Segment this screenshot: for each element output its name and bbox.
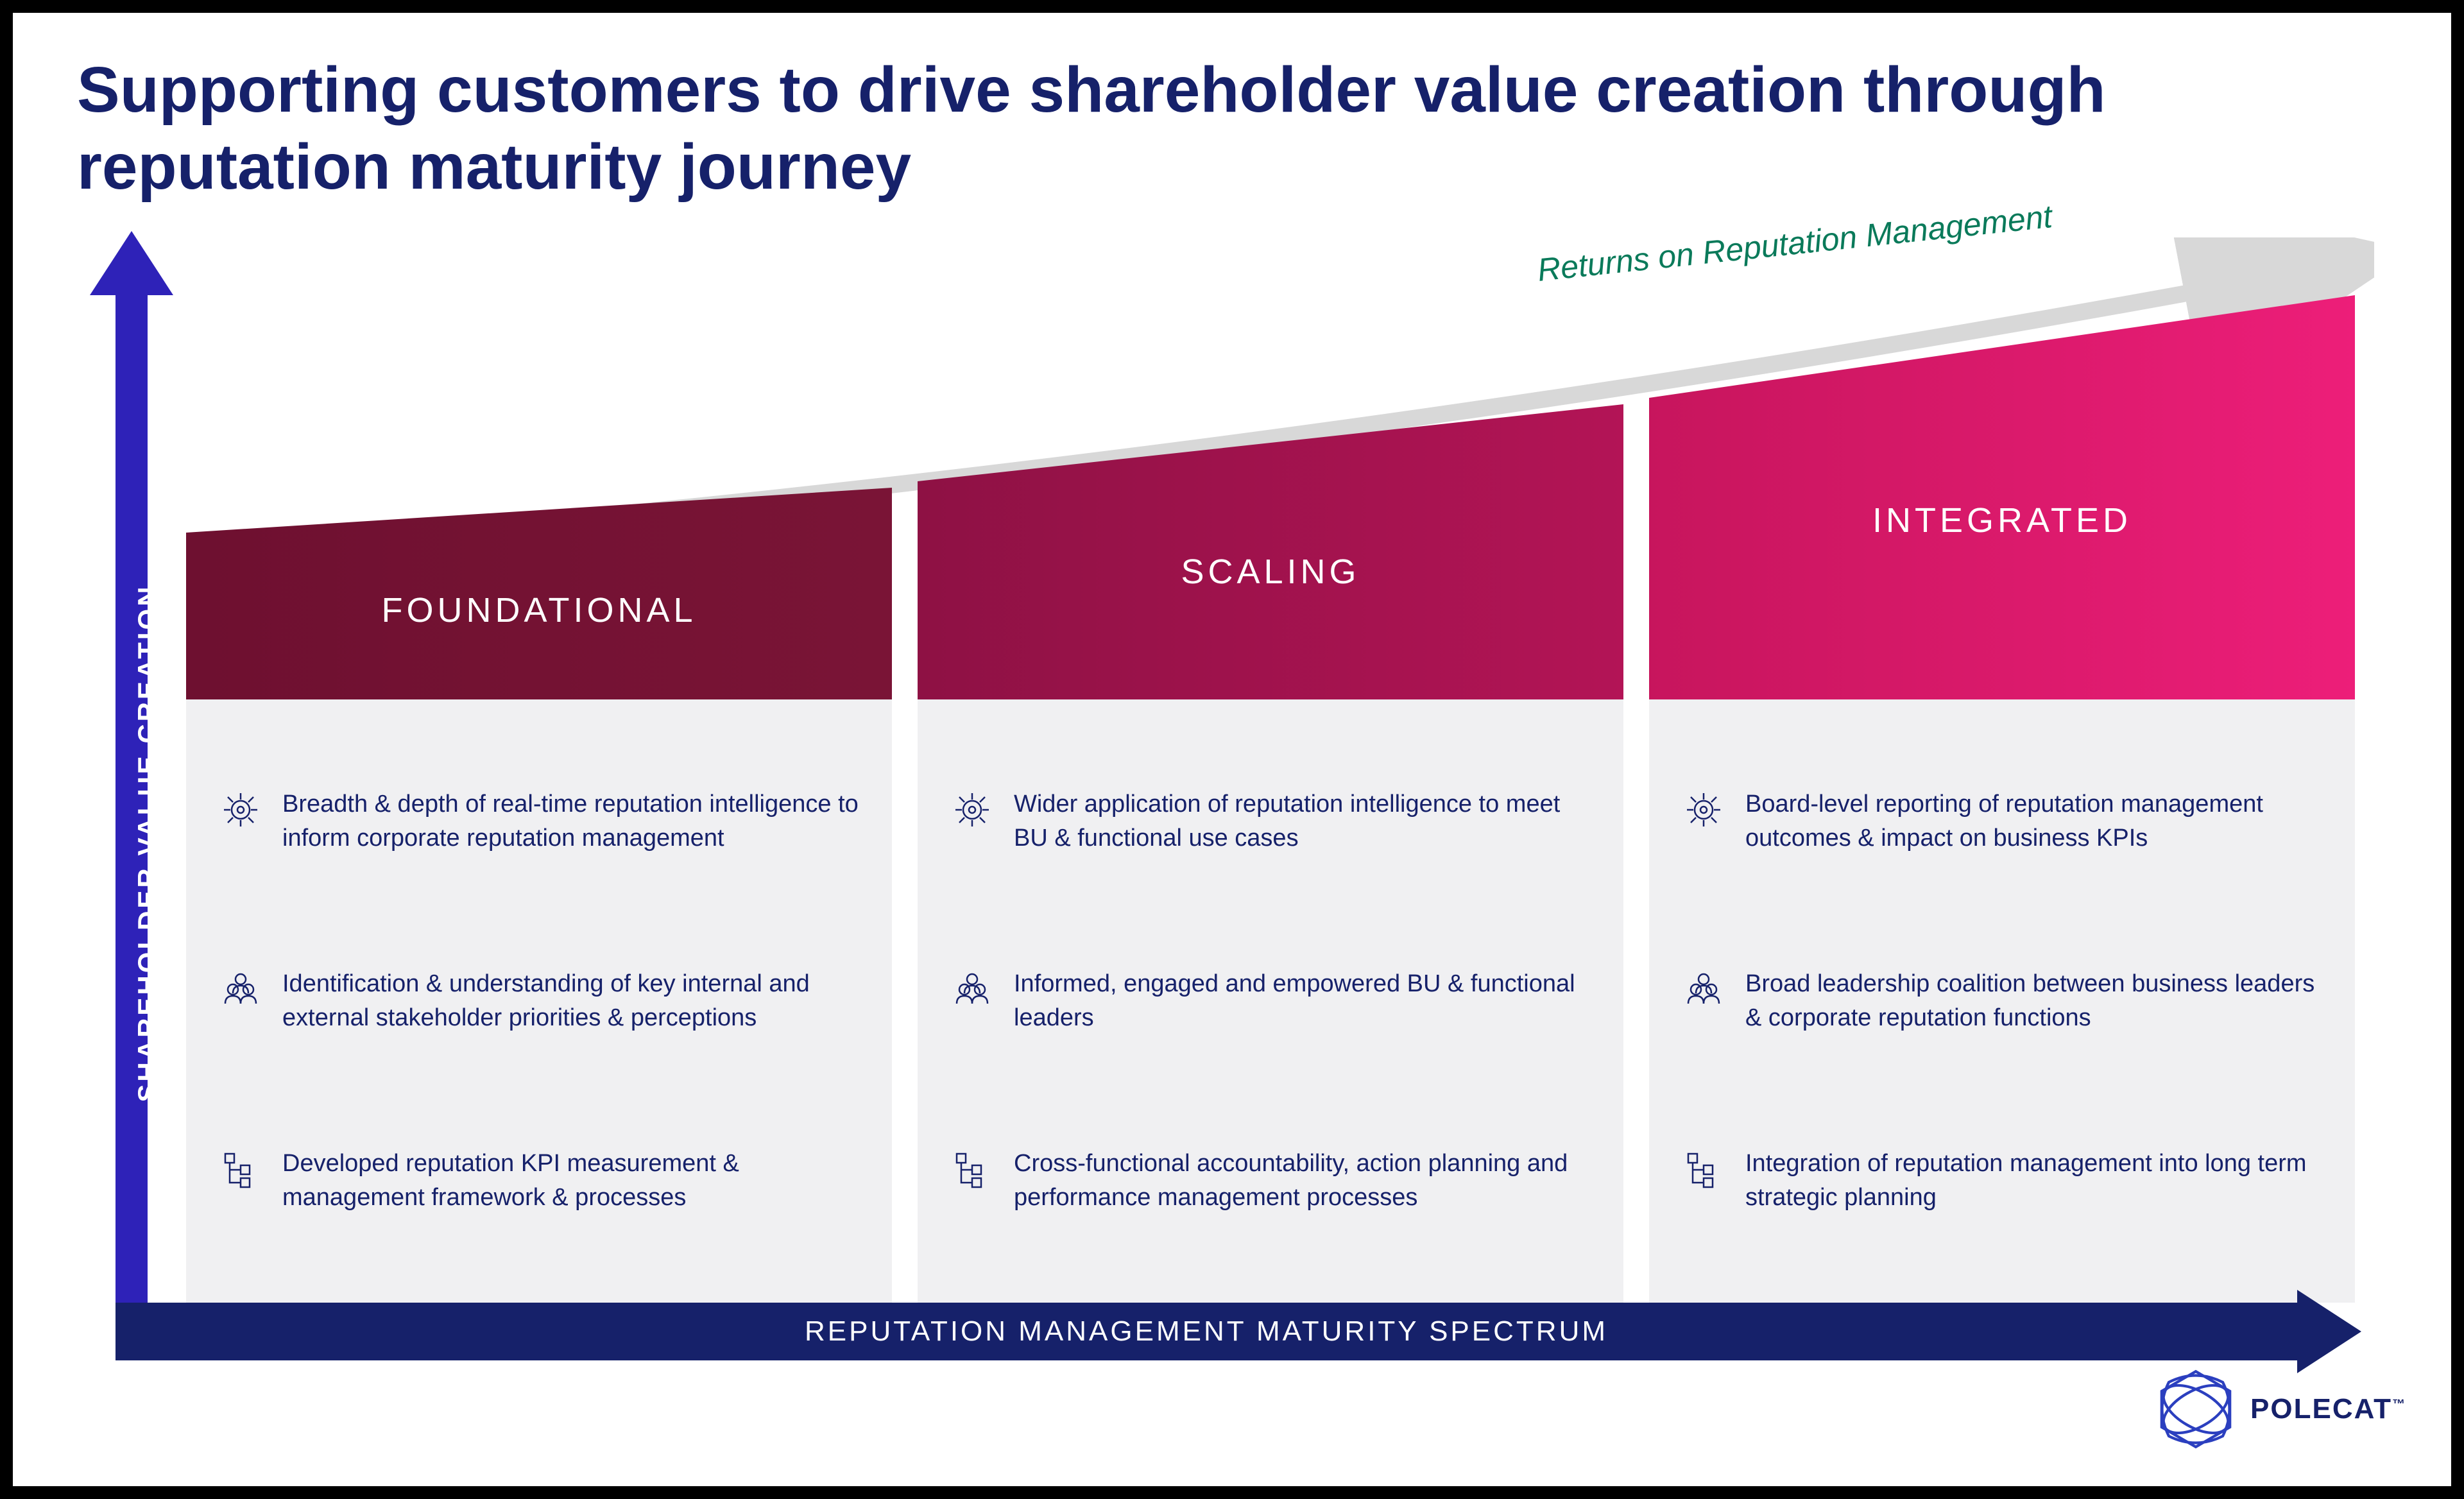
target-icon [950,787,995,832]
column-header: INTEGRATED [1649,231,2355,699]
column-header-shape [918,231,1623,699]
slide-title: Supporting customers to drive shareholde… [77,51,2130,205]
detail-item: Developed reputation KPI measurement & m… [218,1147,860,1215]
target-icon [1681,787,1726,832]
detail-text: Broad leadership coalition between busin… [1745,967,2323,1035]
column-header-shape [1649,231,2355,699]
x-axis: REPUTATION MANAGEMENT MATURITY SPECTRUM [116,1303,2361,1360]
detail-text: Informed, engaged and empowered BU & fun… [1014,967,1591,1035]
y-axis-shaft: SHAREHOLDER VALUE CREATION [116,282,148,1309]
column-detail-box: Breadth & depth of real-time reputation … [186,699,892,1303]
column-header-label: SCALING [918,552,1623,592]
x-axis-label: REPUTATION MANAGEMENT MATURITY SPECTRUM [805,1315,1608,1348]
detail-item: Breadth & depth of real-time reputation … [218,787,860,855]
logo-mark-icon [2151,1364,2241,1454]
column-header: SCALING [918,231,1623,699]
detail-text: Board-level reporting of reputation mana… [1745,787,2323,855]
detail-item: Cross-functional accountability, action … [950,1147,1591,1215]
detail-item: Broad leadership coalition between busin… [1681,967,2323,1035]
detail-item: Wider application of reputation intellig… [950,787,1591,855]
target-icon [218,787,263,832]
detail-text: Breadth & depth of real-time reputation … [282,787,860,855]
detail-item: Integration of reputation management int… [1681,1147,2323,1215]
detail-item: Informed, engaged and empowered BU & fun… [950,967,1591,1035]
column-detail-box: Board-level reporting of reputation mana… [1649,699,2355,1303]
detail-text: Cross-functional accountability, action … [1014,1147,1591,1215]
detail-text: Wider application of reputation intellig… [1014,787,1591,855]
logo: POLECAT™ [2151,1364,2406,1454]
detail-text: Identification & understanding of key in… [282,967,860,1035]
column-header: FOUNDATIONAL [186,231,892,699]
column-detail-box: Wider application of reputation intellig… [918,699,1623,1303]
people-icon [950,967,995,1012]
tree-icon [218,1147,263,1192]
x-axis-shaft: REPUTATION MANAGEMENT MATURITY SPECTRUM [116,1303,2297,1360]
chart-area: SHAREHOLDER VALUE CREATION Returns on Re… [90,231,2374,1399]
logo-tm: ™ [2392,1397,2406,1411]
detail-item: Board-level reporting of reputation mana… [1681,787,2323,855]
logo-text: POLECAT™ [2250,1393,2406,1425]
logo-name: POLECAT [2250,1393,2392,1425]
detail-text: Integration of reputation management int… [1745,1147,2323,1215]
tree-icon [950,1147,995,1192]
column-header-label: FOUNDATIONAL [186,590,892,630]
column-integrated: INTEGRATED Board-level reporting of repu… [1649,231,2355,1303]
people-icon [1681,967,1726,1012]
people-icon [218,967,263,1012]
y-axis: SHAREHOLDER VALUE CREATION [90,231,173,1309]
y-axis-label: SHAREHOLDER VALUE CREATION [132,362,163,1324]
column-scaling: SCALING Wider application of reputation … [918,231,1623,1303]
column-foundational: FOUNDATIONAL Breadth & depth of real-tim… [186,231,892,1303]
columns-container: FOUNDATIONAL Breadth & depth of real-tim… [186,231,2355,1303]
tree-icon [1681,1147,1726,1192]
detail-item: Identification & understanding of key in… [218,967,860,1035]
detail-text: Developed reputation KPI measurement & m… [282,1147,860,1215]
column-header-label: INTEGRATED [1649,501,2355,540]
x-axis-arrowhead [2297,1290,2361,1373]
slide: Supporting customers to drive shareholde… [13,13,2451,1486]
